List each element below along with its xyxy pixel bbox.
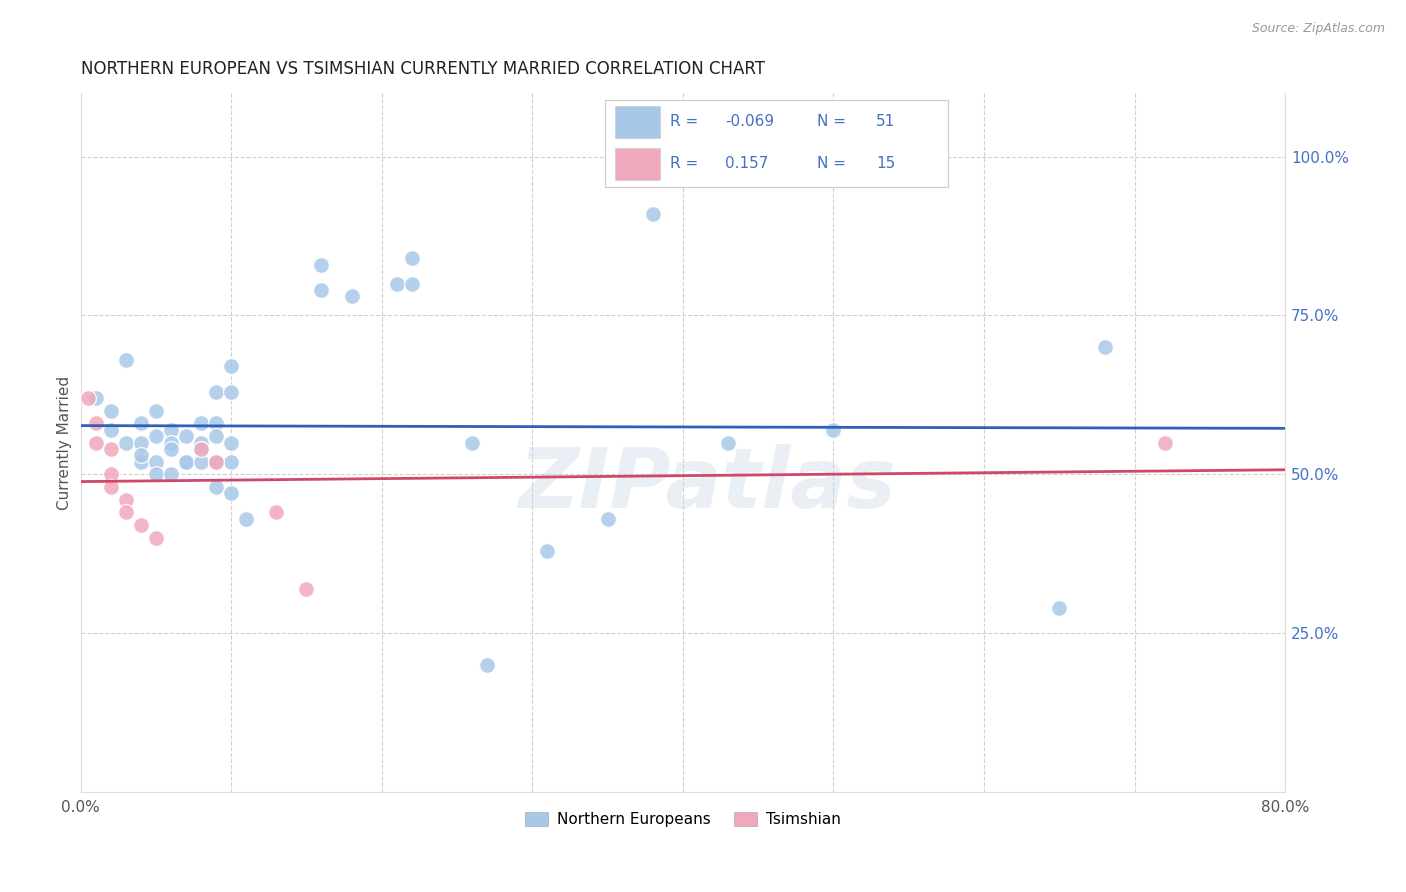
Point — [340, 289, 363, 303]
Point — [205, 384, 228, 399]
Point — [461, 435, 484, 450]
Point — [129, 448, 152, 462]
Point — [160, 442, 183, 456]
Point — [1094, 340, 1116, 354]
Point — [641, 207, 664, 221]
Point — [219, 359, 242, 374]
Point — [311, 283, 333, 297]
Point — [129, 435, 152, 450]
Point — [84, 417, 107, 431]
Point — [475, 657, 498, 672]
Point — [84, 435, 107, 450]
Y-axis label: Currently Married: Currently Married — [58, 376, 72, 509]
Point — [717, 435, 740, 450]
Text: NORTHERN EUROPEAN VS TSIMSHIAN CURRENTLY MARRIED CORRELATION CHART: NORTHERN EUROPEAN VS TSIMSHIAN CURRENTLY… — [80, 60, 765, 78]
Point — [205, 429, 228, 443]
Legend: Northern Europeans, Tsimshian: Northern Europeans, Tsimshian — [519, 806, 846, 833]
Point — [129, 417, 152, 431]
Point — [536, 543, 558, 558]
Text: Source: ZipAtlas.com: Source: ZipAtlas.com — [1251, 22, 1385, 36]
Point — [114, 352, 136, 367]
Point — [1047, 600, 1070, 615]
Point — [1153, 435, 1175, 450]
Point — [190, 442, 212, 456]
Point — [100, 467, 122, 482]
Point — [219, 454, 242, 468]
Point — [401, 252, 423, 266]
Point — [235, 512, 257, 526]
Point — [205, 454, 228, 468]
Point — [174, 429, 197, 443]
Point — [219, 384, 242, 399]
Point — [401, 277, 423, 291]
Point — [385, 277, 408, 291]
Point — [219, 435, 242, 450]
Point — [190, 417, 212, 431]
Point — [190, 442, 212, 456]
Point — [114, 505, 136, 519]
Point — [160, 423, 183, 437]
Point — [145, 531, 167, 545]
Point — [205, 480, 228, 494]
Point — [145, 429, 167, 443]
Point — [823, 423, 845, 437]
Text: ZIPatlas: ZIPatlas — [517, 444, 896, 524]
Point — [100, 423, 122, 437]
Point — [174, 454, 197, 468]
Point — [160, 435, 183, 450]
Point — [129, 454, 152, 468]
Point — [205, 417, 228, 431]
Point — [100, 442, 122, 456]
Point — [160, 467, 183, 482]
Point — [114, 492, 136, 507]
Point — [77, 391, 100, 405]
Point — [219, 486, 242, 500]
Point — [100, 480, 122, 494]
Point — [311, 258, 333, 272]
Point — [174, 454, 197, 468]
Point — [145, 467, 167, 482]
Point — [84, 391, 107, 405]
Point — [114, 435, 136, 450]
Point — [129, 518, 152, 533]
Point — [596, 512, 619, 526]
Point — [266, 505, 288, 519]
Point — [190, 454, 212, 468]
Point — [190, 435, 212, 450]
Point — [145, 454, 167, 468]
Point — [205, 454, 228, 468]
Point — [295, 582, 318, 596]
Point — [100, 403, 122, 417]
Point — [145, 403, 167, 417]
